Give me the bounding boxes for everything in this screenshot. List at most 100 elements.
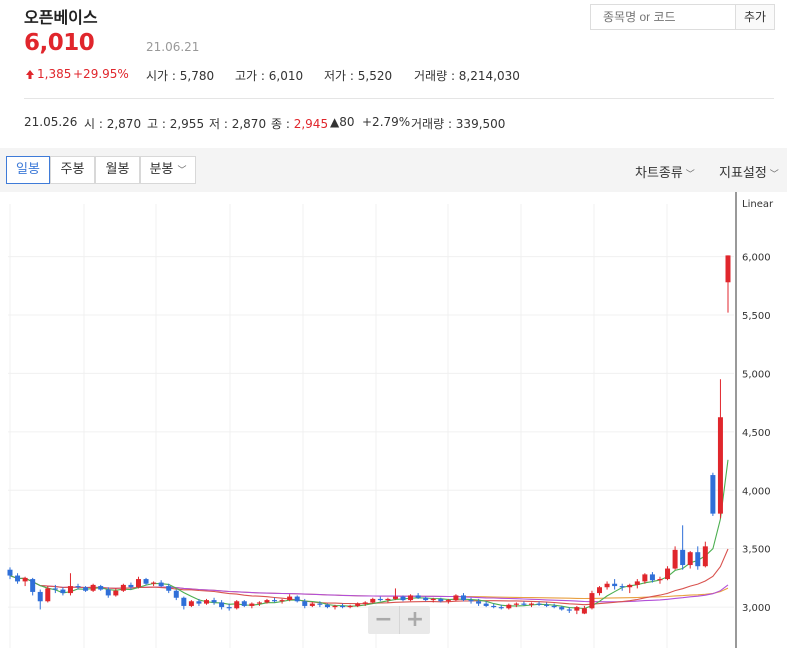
prev-change: ▲80 [330, 115, 355, 129]
candle-body [476, 601, 482, 604]
y-tick-label: 5,500 [742, 311, 771, 322]
candle-body [392, 596, 398, 599]
tab-minute-label: 분봉 [149, 162, 174, 177]
candle-body [272, 600, 278, 602]
candle-body [219, 602, 225, 608]
candle-body [67, 586, 73, 594]
y-tick-label: 4,500 [742, 428, 771, 439]
search-input[interactable] [590, 4, 735, 30]
high-label: 고가 [235, 69, 258, 83]
candle-body [340, 605, 346, 608]
candle-body [37, 591, 43, 602]
tab-daily[interactable]: 일봉 [6, 156, 50, 184]
candle-body [710, 475, 716, 514]
y-tick-label: 6,000 [742, 253, 771, 264]
candle-body [113, 590, 119, 596]
prev-change-value: 80 [339, 115, 355, 129]
candle-body [619, 586, 625, 588]
prev-open: 시 : 2,870 [84, 115, 141, 132]
candle-body [438, 598, 444, 602]
indicator-label: 지표설정 [719, 166, 767, 181]
prev-open-label: 시 [84, 117, 96, 131]
chevron-down-icon: ﹀ [177, 166, 187, 176]
candle-body [672, 549, 678, 569]
candle-body [498, 607, 504, 609]
price-change: 1,385 [37, 67, 72, 81]
candle-body [491, 605, 497, 608]
volume-value: 8,214,030 [458, 69, 520, 83]
open-value: 5,780 [179, 69, 215, 83]
prev-date: 21.05.26 [24, 115, 78, 129]
prev-open-value: 2,870 [106, 117, 142, 131]
open-price: 시가 : 5,780 [146, 67, 214, 84]
candle-body [612, 583, 618, 587]
candle-body [521, 603, 527, 605]
candle-body [642, 574, 648, 582]
prev-low-label: 저 [209, 117, 221, 131]
candle-body [597, 587, 603, 594]
prev-high-value: 2,955 [169, 117, 205, 131]
scale-label: Linear [742, 199, 774, 210]
candle-body [634, 581, 640, 585]
zoom-in-button[interactable]: + [399, 606, 430, 634]
candlestick-chart[interactable]: 6,000 5,500 5,000 4,500 4,000 3,500 3,000 Linea… [0, 192, 787, 648]
candle-body [30, 579, 36, 592]
high-value: 6,010 [268, 69, 304, 83]
ma5-line [9, 459, 729, 610]
prev-high: 고 : 2,955 [147, 115, 204, 132]
volume: 거래량 : 8,214,030 [414, 67, 520, 84]
candle-body [98, 586, 104, 590]
candle-body [279, 600, 285, 602]
candle-body [604, 583, 610, 588]
candle-body [317, 603, 323, 605]
prev-close: 종 : 2,945 [271, 115, 328, 132]
low-sep: : [346, 69, 358, 83]
candle-body [151, 582, 157, 584]
indicator-menu[interactable]: 지표설정 ﹀ [719, 162, 779, 181]
prev-volume-label: 거래량 [411, 117, 445, 131]
candle-body [430, 598, 436, 601]
candle-body [234, 601, 240, 609]
prev-low: 저 : 2,870 [209, 115, 266, 132]
stock-name: 오픈베이스 [24, 8, 98, 27]
tab-weekly[interactable]: 주봉 [50, 156, 95, 184]
candle-body [408, 595, 414, 601]
candle-body [506, 604, 512, 609]
candle-body [135, 579, 141, 588]
candle-body [574, 607, 580, 611]
candle-body [264, 600, 270, 603]
price-change-percent: +29.95% [73, 67, 129, 81]
candle-body [385, 598, 391, 601]
tab-monthly[interactable]: 월봉 [95, 156, 140, 184]
candle-body [377, 598, 383, 601]
candle-body [105, 589, 111, 596]
volume-label: 거래량 [414, 69, 448, 83]
candle-body [566, 609, 572, 611]
tab-minute[interactable]: 분봉 ﹀ [140, 156, 196, 184]
candle-body [589, 593, 595, 609]
candle-body [324, 604, 330, 608]
candle-body [687, 552, 693, 566]
zoom-out-button[interactable]: − [374, 607, 393, 632]
candle-body [649, 574, 655, 581]
add-button[interactable]: 추가 [735, 4, 775, 30]
chart-type-label: 차트종류 [635, 166, 683, 181]
prev-change-percent: +2.79% [362, 115, 411, 129]
candle-body [702, 546, 708, 567]
chevron-down-icon: ﹀ [766, 170, 779, 180]
chart-type-menu[interactable]: 차트종류 ﹀ [635, 162, 695, 181]
candle-body [211, 600, 217, 603]
candle-body [204, 600, 210, 604]
candle-body [309, 603, 315, 606]
candle-body [45, 588, 51, 602]
prev-open-sep: : [95, 117, 107, 131]
candle-body [551, 605, 557, 608]
candle-body [158, 582, 164, 587]
zoom-controls: − + [368, 606, 430, 634]
candle-body [657, 579, 663, 581]
candle-body [143, 579, 149, 584]
prev-close-sep: : [282, 117, 294, 131]
candle-body [355, 603, 361, 606]
candle-body [75, 586, 81, 588]
candle-body [294, 596, 300, 602]
